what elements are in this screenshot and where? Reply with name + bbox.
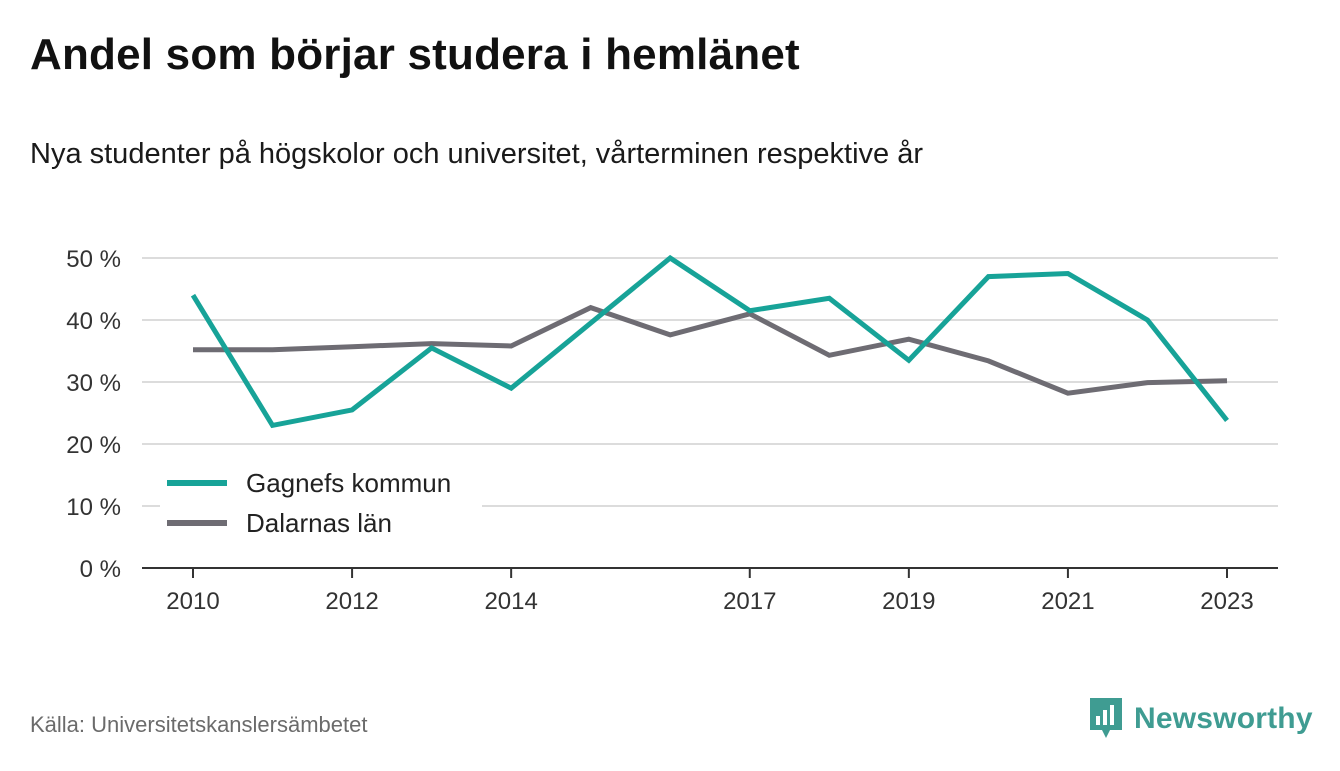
- chart-subtitle: Nya studenter på högskolor och universit…: [30, 138, 923, 170]
- x-tick-label: 2012: [325, 588, 378, 615]
- series-line-dalarnas-lan: [193, 304, 1228, 396]
- brand-logo-link: Newsworthy: [1088, 696, 1313, 742]
- legend-item-dalarnas-lan: Dalarnas län: [246, 508, 392, 538]
- line-chart: 0 % 10 % 20 % 30 % 40 % 50 % 2010 2012 2014 2017…: [66, 246, 1278, 615]
- x-tick-label: 2014: [484, 588, 537, 615]
- y-tick-label: 30 %: [66, 370, 121, 397]
- legend-background: [160, 458, 482, 550]
- brand-name: Newsworthy: [1134, 702, 1313, 735]
- x-tick-label: 2010: [166, 588, 219, 615]
- x-tick-label: 2021: [1041, 588, 1094, 615]
- y-tick-label: 10 %: [66, 494, 121, 521]
- x-axis-tick-labels: 2010 2012 2014 2017 2019 2021 2023: [166, 588, 1253, 615]
- series-line-gagnefs-kommun: [190, 254, 1229, 429]
- y-tick-label: 50 %: [66, 246, 121, 273]
- bar-chart-speech-bubble-icon: [1090, 698, 1122, 738]
- y-tick-label: 0 %: [80, 556, 121, 583]
- chart-title: Andel som börjar studera i hemlänet: [30, 30, 800, 79]
- x-tick-label: 2023: [1200, 588, 1253, 615]
- source-note: Källa: Universitetskanslersämbetet: [30, 712, 368, 737]
- legend: Gagnefs kommun Dalarnas län: [160, 458, 482, 550]
- x-tick-label: 2019: [882, 588, 935, 615]
- series-lines: [190, 254, 1229, 429]
- x-tick-label: 2017: [723, 588, 776, 615]
- y-tick-label: 40 %: [66, 308, 121, 335]
- legend-item-gagnefs-kommun: Gagnefs kommun: [246, 468, 451, 498]
- x-axis: [142, 567, 1278, 578]
- y-axis-tick-labels: 0 % 10 % 20 % 30 % 40 % 50 %: [66, 246, 121, 583]
- y-tick-label: 20 %: [66, 432, 121, 459]
